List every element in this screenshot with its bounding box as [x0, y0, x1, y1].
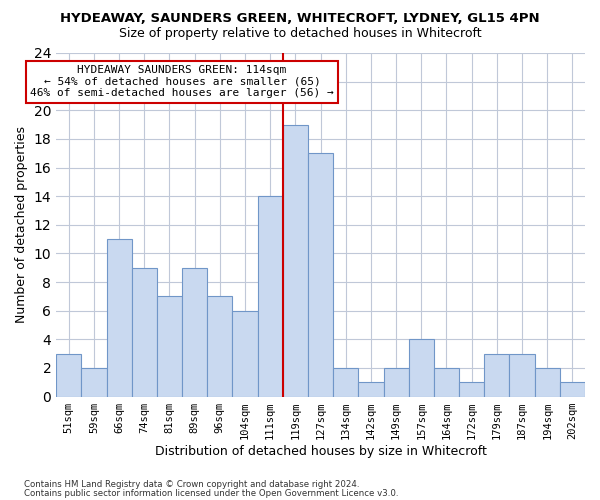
Bar [560, 382, 585, 396]
Text: Size of property relative to detached houses in Whitecroft: Size of property relative to detached ho… [119, 28, 481, 40]
Bar [257, 196, 283, 396]
Text: Contains public sector information licensed under the Open Government Licence v3: Contains public sector information licen… [24, 488, 398, 498]
Bar [232, 310, 257, 396]
Bar [182, 268, 207, 396]
Bar [409, 340, 434, 396]
Bar [82, 368, 107, 396]
Text: Contains HM Land Registry data © Crown copyright and database right 2024.: Contains HM Land Registry data © Crown c… [24, 480, 359, 489]
Bar [484, 354, 509, 397]
Bar [535, 368, 560, 396]
Text: HYDEAWAY SAUNDERS GREEN: 114sqm
← 54% of detached houses are smaller (65)
46% of: HYDEAWAY SAUNDERS GREEN: 114sqm ← 54% of… [30, 65, 334, 98]
Bar [157, 296, 182, 396]
Bar [434, 368, 459, 396]
Bar [459, 382, 484, 396]
Bar [207, 296, 232, 396]
Bar [283, 124, 308, 396]
Bar [132, 268, 157, 396]
Y-axis label: Number of detached properties: Number of detached properties [15, 126, 28, 324]
Bar [107, 239, 132, 396]
X-axis label: Distribution of detached houses by size in Whitecroft: Distribution of detached houses by size … [155, 444, 487, 458]
Bar [383, 368, 409, 396]
Text: HYDEAWAY, SAUNDERS GREEN, WHITECROFT, LYDNEY, GL15 4PN: HYDEAWAY, SAUNDERS GREEN, WHITECROFT, LY… [60, 12, 540, 26]
Bar [308, 153, 333, 396]
Bar [358, 382, 383, 396]
Bar [56, 354, 82, 397]
Bar [333, 368, 358, 396]
Bar [509, 354, 535, 397]
